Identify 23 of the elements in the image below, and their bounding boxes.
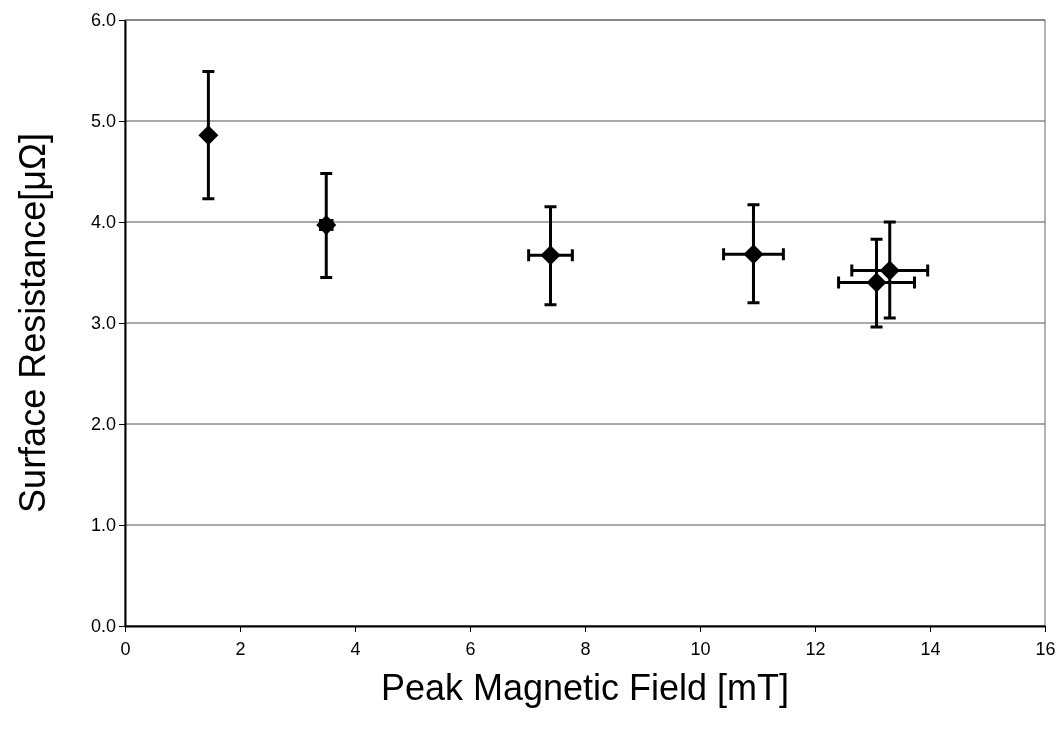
y-tick-label: 6.0 (90, 10, 116, 31)
x-tick-label: 0 (120, 638, 131, 659)
x-tick-label: 10 (690, 638, 711, 659)
y-tick-label: 4.0 (90, 212, 116, 233)
x-axis-title: Peak Magnetic Field [mT] (380, 667, 790, 708)
x-tick-label: 8 (580, 638, 591, 659)
point (866, 272, 887, 293)
y-tick-label: 5.0 (90, 111, 116, 132)
x-tick-label: 12 (805, 638, 826, 659)
y-axis-title: Surface Resistance[μΩ] (12, 133, 53, 513)
y-tick-label: 1.0 (90, 515, 116, 536)
y-tick-label: 3.0 (90, 313, 116, 334)
x-tick-label: 4 (350, 638, 361, 659)
x-tick-label: 6 (465, 638, 476, 659)
x-tick-label: 2 (235, 638, 246, 659)
point (540, 245, 561, 266)
y-tick-label: 2.0 (90, 414, 116, 435)
x-tick-label: 16 (1035, 638, 1056, 659)
x-tick-label: 14 (920, 638, 941, 659)
point (198, 125, 219, 146)
point (879, 260, 900, 281)
point (743, 244, 764, 265)
y-tick-label: 0.0 (90, 616, 116, 637)
